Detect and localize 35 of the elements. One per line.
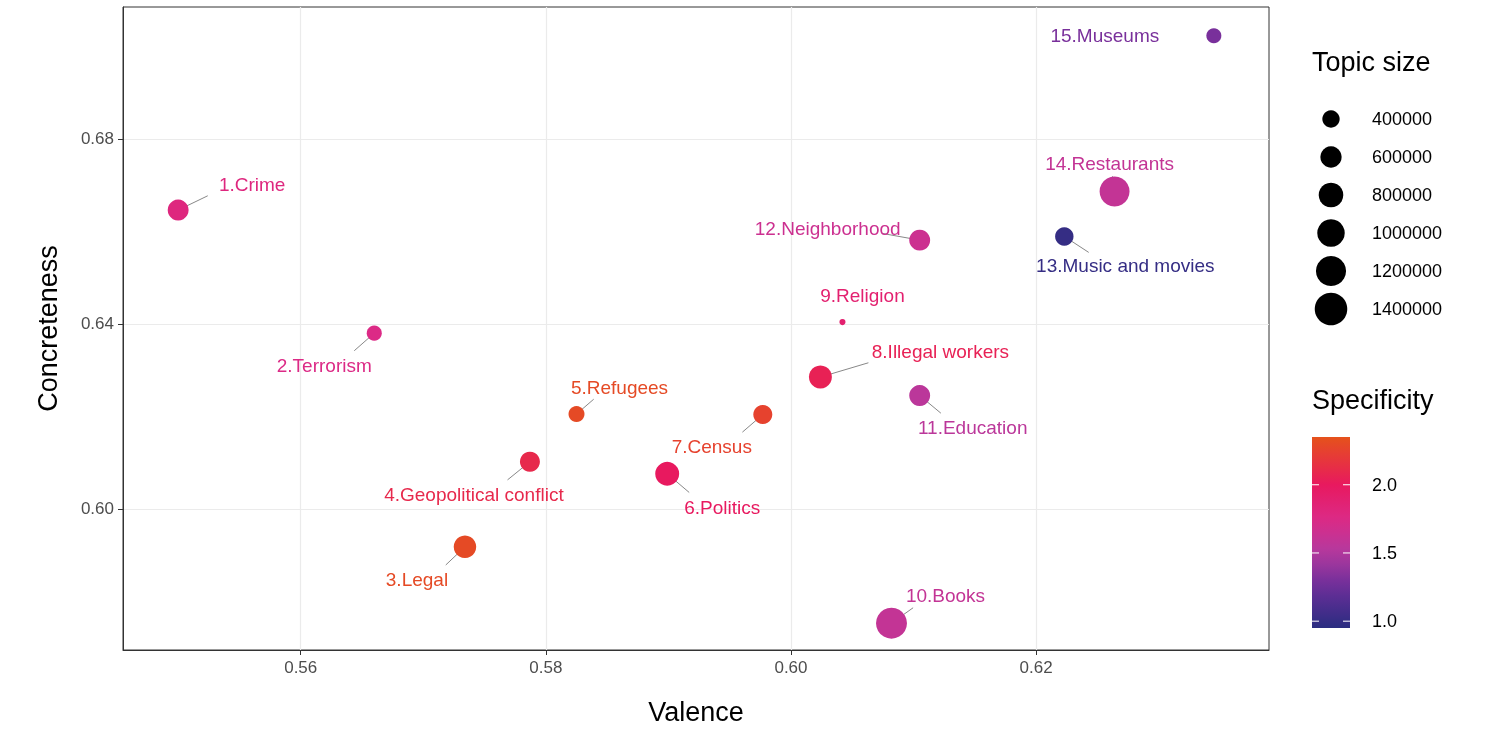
color-bar-label: 1.0 xyxy=(1372,611,1398,632)
annotation: 14.Restaurants xyxy=(1045,153,1174,175)
legend-label: 1000000 xyxy=(1372,223,1443,243)
x-tick-label: 0.60 xyxy=(774,658,808,677)
y-tick-label: 0.68 xyxy=(80,129,114,149)
annotation: 3.Legal xyxy=(385,569,449,591)
x-tick-label: 0.56 xyxy=(284,658,318,677)
annotation: 9.Religion xyxy=(820,284,905,306)
annotation: 8.Illegal workers xyxy=(871,340,1010,362)
annotation: 11.Education xyxy=(917,417,1028,439)
annotation: 2.Terrorism xyxy=(276,354,372,376)
annotation: 10.Books xyxy=(905,584,986,606)
y-axis-title: Concreteness xyxy=(32,245,63,412)
legend-label: 1200000 xyxy=(1372,261,1443,281)
legend-label: 600000 xyxy=(1372,147,1433,167)
legend-label: 1400000 xyxy=(1372,299,1443,319)
annotation: 6.Politics xyxy=(684,497,761,519)
annotation: 5.Refugees xyxy=(570,376,669,398)
color-bar-label: 2.0 xyxy=(1372,474,1398,495)
annotation: 4.Geopolitical conflict xyxy=(384,484,565,506)
annotation: 15.Museums xyxy=(1050,25,1160,47)
y-tick-label: 0.60 xyxy=(80,499,114,519)
legend-label: 400000 xyxy=(1372,109,1433,129)
color-bar-label: 1.5 xyxy=(1372,542,1398,563)
x-axis-title: Valence xyxy=(648,696,744,727)
annotation: 1.Crime xyxy=(218,173,286,195)
x-tick-label: 0.62 xyxy=(1019,658,1053,677)
legend-label: 800000 xyxy=(1372,185,1433,205)
y-tick-label: 0.64 xyxy=(80,314,114,334)
color-bar-title: Specificity xyxy=(1312,385,1435,415)
legend-title: Topic size xyxy=(1312,47,1431,77)
annotation: 13.Music and movies xyxy=(1036,254,1215,276)
annotation: 7.Census xyxy=(671,436,752,458)
x-tick-label: 0.58 xyxy=(529,658,563,677)
annotation: 12.Neighborhood xyxy=(754,217,901,239)
